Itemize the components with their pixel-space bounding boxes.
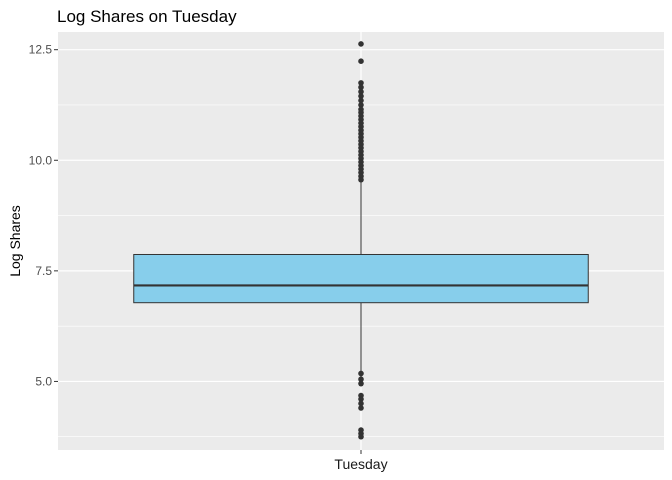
y-axis-ticks: 5.0 7.5 10.0 12.5 [29,43,58,388]
boxes [133,41,589,440]
outlier-point [358,380,364,387]
outlier-point [358,405,364,411]
outlier-point [358,396,364,402]
outlier-point [358,102,364,108]
outlier-point [358,97,364,104]
chart-title: Log Shares on Tuesday [57,7,237,26]
y-tick-label: 12.5 [29,43,53,57]
outlier-point [358,93,364,99]
outlier-point [358,58,364,64]
outlier-point [358,376,364,383]
outlier-point [358,41,364,47]
outlier-point [358,433,364,440]
outlier-point [358,176,364,183]
y-tick-label: 7.5 [35,264,52,278]
outlier-point [358,84,364,91]
box-iqr [133,253,589,304]
y-axis-title: Log Shares [7,205,23,277]
outlier-point [358,80,364,86]
outlier-point [358,370,364,377]
outlier-point [358,400,364,407]
box-tuesday [133,41,589,440]
x-axis-ticks: Tuesday [334,450,388,472]
y-tick-label: 5.0 [35,374,52,388]
outlier-point [358,88,364,95]
y-tick-label: 10.0 [29,153,53,167]
x-tick-label: Tuesday [334,456,387,472]
